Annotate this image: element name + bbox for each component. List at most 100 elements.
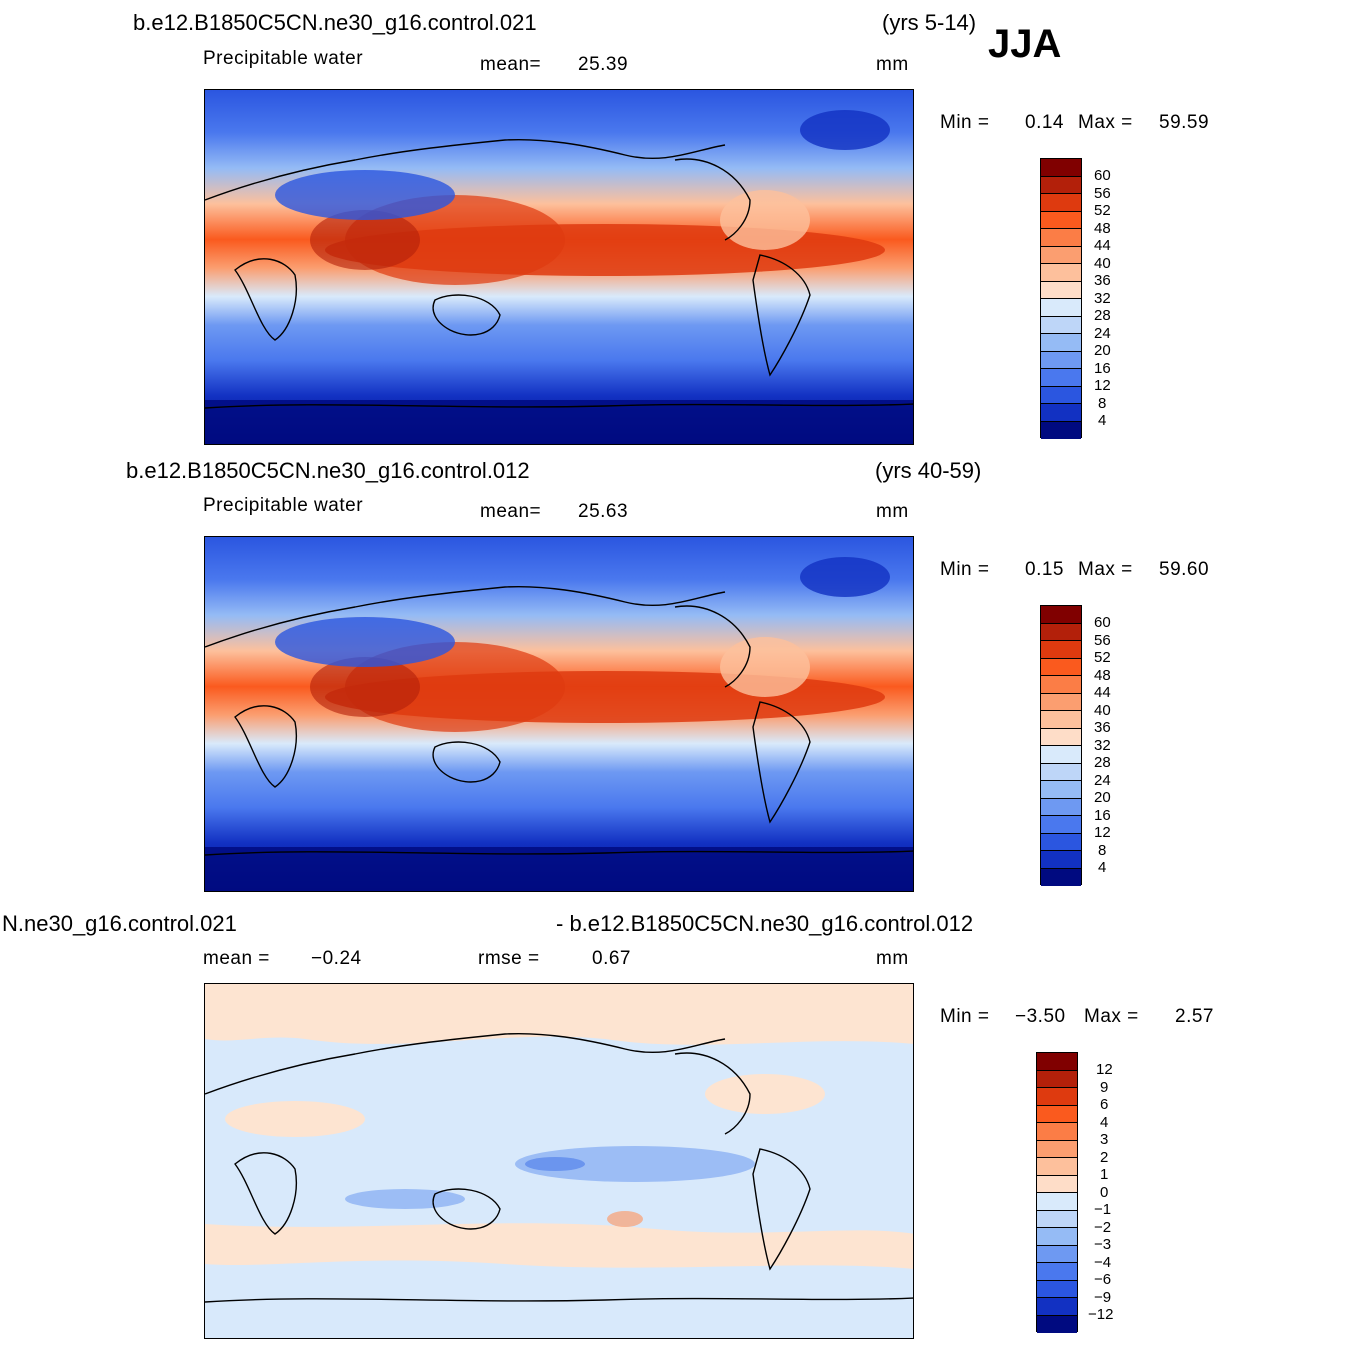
panel3-colorbar-label: 12: [1096, 1061, 1113, 1078]
panel2-min-label: Min =: [940, 559, 990, 580]
panel2-colorbar-bin: [1041, 746, 1081, 764]
panel1-colorbar-bin: [1041, 159, 1081, 177]
panel2-greenland-dry: [800, 557, 890, 597]
panel3-case-left: N.ne30_g16.control.021: [2, 911, 237, 936]
panel1-colorbar-label: 60: [1094, 167, 1111, 184]
panel3-antarctic-coast: [205, 1297, 913, 1303]
panel2-case-title: b.e12.B1850C5CN.ne30_g16.control.012: [126, 458, 530, 483]
panel1-min-value: 0.14: [1025, 112, 1064, 133]
panel1-colorbar-label: 36: [1094, 272, 1111, 289]
panel1-colorbar-label: 32: [1094, 289, 1111, 307]
panel1-greenland-dry: [800, 110, 890, 150]
panel2-colorbar-label: 16: [1094, 806, 1111, 824]
panel1-min-label: Min =: [940, 112, 990, 133]
panel3-colorbar: [1036, 1052, 1078, 1333]
panel1-colorbar-bin: [1041, 264, 1081, 282]
panel3-colorbar-bin: [1037, 1123, 1077, 1141]
panel1-map: [204, 89, 914, 445]
panel2-colorbar-label: 56: [1094, 631, 1111, 649]
panel2-variable: Precipitable water: [203, 495, 364, 516]
panel3-colorbar-label: 9: [1100, 1078, 1109, 1096]
panel2-colorbar-bin: [1041, 641, 1081, 659]
panel1-variable: Precipitable water: [203, 48, 364, 69]
panel3-colorbar-bin: [1037, 1158, 1077, 1176]
panel3-colorbar-bin: [1037, 1280, 1077, 1298]
panel3-south-america-coast: [752, 1148, 811, 1271]
panel3-negative-core: [525, 1157, 585, 1171]
panel2-colorbar-label: 8: [1098, 841, 1107, 859]
panel1-colorbar-label: 20: [1094, 342, 1111, 359]
panel2-colorbar-label: 12: [1094, 824, 1111, 841]
panel2-colorbar-label: 44: [1094, 684, 1111, 701]
panel2-australia-coast: [432, 741, 501, 783]
panel1-north-america-coast: [674, 158, 751, 241]
panel2-colorbar-bin: [1041, 798, 1081, 816]
panel1-colorbar-label: 4: [1098, 412, 1107, 429]
panel2-eurasia-coast: [205, 585, 726, 648]
panel2-colorbar-bin: [1041, 781, 1081, 799]
panel3-eurasia-coast: [205, 1032, 726, 1095]
panel2-atlantic-west: [720, 637, 810, 697]
panel3-rmse-label: rmse =: [478, 948, 540, 969]
panel3-colorbar-label: −12: [1088, 1306, 1114, 1323]
panel2-colorbar-bin: [1041, 676, 1081, 694]
panel2-colorbar-bin: [1041, 693, 1081, 711]
panel2-colorbar-bin: [1041, 606, 1081, 624]
panel2-colorbar-bin: [1041, 851, 1081, 869]
panel2-colorbar-bin: [1041, 763, 1081, 781]
panel3-positive-north: [205, 984, 913, 1045]
panel2-colorbar-bin: [1041, 816, 1081, 834]
panel1-colorbar-bin: [1041, 299, 1081, 317]
panel2-colorbar-label: 24: [1094, 771, 1111, 789]
panel1-eurasia-coast: [205, 138, 726, 201]
panel2-units: mm: [876, 501, 909, 522]
panel3-colorbar-bin: [1037, 1315, 1077, 1333]
panel3-map-svg: [205, 984, 913, 1338]
panel3-colorbar-label: 3: [1100, 1131, 1109, 1148]
panel2-colorbar-bin: [1041, 728, 1081, 746]
panel2-colorbar: [1040, 605, 1082, 886]
panel3-colorbar-label: 1: [1100, 1166, 1109, 1183]
panel3-colorbar-label: 6: [1100, 1096, 1109, 1113]
panel3-colorbar-bin: [1037, 1210, 1077, 1228]
panel3-colorbar-bin: [1037, 1298, 1077, 1316]
panel2-colorbar-label: 32: [1094, 736, 1111, 754]
panel3-min-label: Min =: [940, 1006, 990, 1027]
panel3-colorbar-bin: [1037, 1175, 1077, 1193]
panel1-colorbar-bin: [1041, 369, 1081, 387]
panel1-case-title: b.e12.B1850C5CN.ne30_g16.control.021: [133, 10, 537, 35]
panel3-coastlines: [205, 1032, 913, 1303]
panel1-colorbar-bin: [1041, 176, 1081, 194]
panel1-australia-coast: [432, 294, 501, 336]
panel3-map: [204, 983, 914, 1339]
panel1-colorbar-bin: [1041, 281, 1081, 299]
panel2-south-america-coast: [752, 701, 811, 824]
panel1-colorbar-bin: [1041, 246, 1081, 264]
panel1-colorbar-bin: [1041, 351, 1081, 369]
panel2-map-svg: [205, 537, 913, 891]
panel3-mean-label: mean =: [203, 948, 270, 969]
panel1-colorbar-bin: [1041, 194, 1081, 212]
panel2-colorbar-label: 28: [1094, 754, 1111, 771]
panel2-colorbar-bin: [1041, 868, 1081, 886]
panel1-colorbar-bin: [1041, 229, 1081, 247]
panel3-colorbar-bin: [1037, 1193, 1077, 1211]
panel3-positive-africa: [225, 1101, 365, 1137]
panel2-colorbar-label: 60: [1094, 614, 1111, 631]
panel2-max-value: 59.60: [1159, 559, 1210, 580]
panel1-colorbar-bin: [1041, 334, 1081, 352]
panel1-colorbar-bin: [1041, 404, 1081, 422]
panel1-colorbar-bin: [1041, 211, 1081, 229]
panel2-africa-coast: [234, 705, 297, 788]
panel1-max-value: 59.59: [1159, 112, 1210, 133]
panel1-colorbar-label: 28: [1094, 307, 1111, 324]
panel2-map: [204, 536, 914, 892]
panel2-colorbar-label: 40: [1094, 701, 1111, 719]
panel3-colorbar-bin: [1037, 1245, 1077, 1263]
panel3-colorbar-label: −3: [1094, 1236, 1112, 1253]
panel1-south-america-coast: [752, 254, 811, 377]
panel3-positive-spot: [607, 1211, 643, 1227]
panel3-colorbar-bin: [1037, 1088, 1077, 1106]
panel1-colorbar-bin: [1041, 316, 1081, 334]
panel2-tibet-dry: [275, 617, 455, 667]
